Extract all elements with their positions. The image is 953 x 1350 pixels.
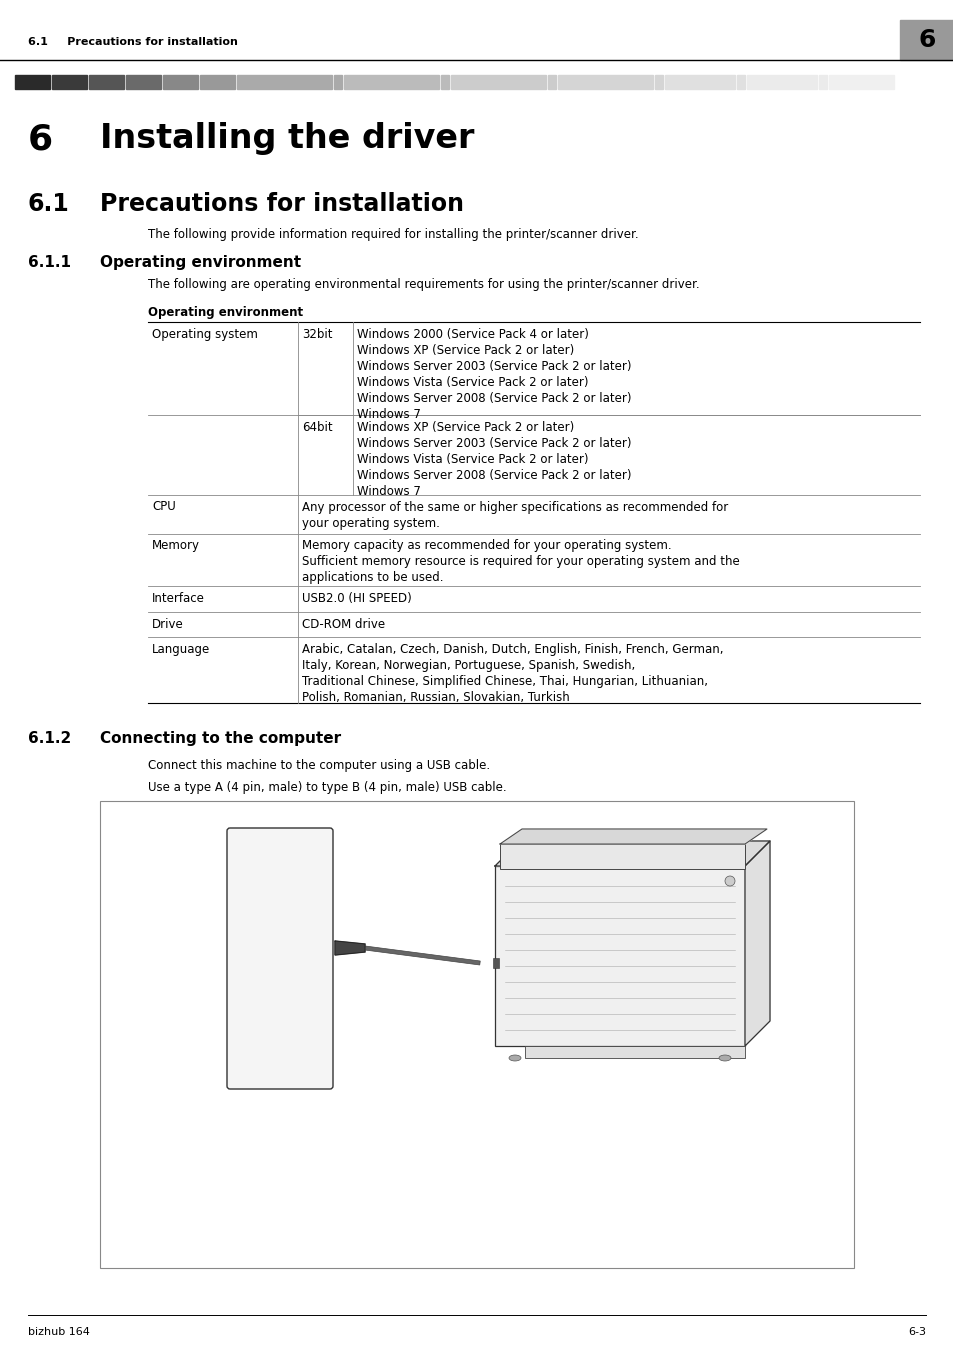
Text: Memory: Memory	[152, 540, 200, 552]
Text: The following are operating environmental requirements for using the printer/sca: The following are operating environmenta…	[148, 278, 699, 292]
Text: The following provide information required for installing the printer/scanner dr: The following provide information requir…	[148, 228, 638, 242]
Bar	[344, 76, 438, 89]
Text: Connecting to the computer: Connecting to the computer	[100, 730, 341, 747]
Polygon shape	[495, 841, 769, 865]
Bar	[495, 865, 744, 1046]
Bar	[312, 927, 322, 936]
Bar	[493, 958, 498, 968]
Text: CPU: CPU	[152, 501, 175, 513]
Bar	[15, 76, 50, 89]
Bar	[547, 76, 556, 89]
Polygon shape	[335, 941, 365, 954]
Text: Interface: Interface	[152, 593, 205, 605]
Bar	[746, 76, 816, 89]
Text: Drive: Drive	[152, 617, 184, 630]
Text: Connect this machine to the computer using a USB cable.: Connect this machine to the computer usi…	[148, 759, 490, 772]
Bar	[89, 76, 124, 89]
Ellipse shape	[509, 1054, 520, 1061]
Text: Use a type A (4 pin, male) to type B (4 pin, male) USB cable.: Use a type A (4 pin, male) to type B (4 …	[148, 782, 506, 794]
Text: CD-ROM drive: CD-ROM drive	[302, 617, 385, 630]
Text: Memory capacity as recommended for your operating system.
Sufficient memory reso: Memory capacity as recommended for your …	[302, 540, 739, 585]
Text: 6.1.2: 6.1.2	[28, 730, 71, 747]
Text: 6-3: 6-3	[907, 1327, 925, 1336]
Text: Language: Language	[152, 643, 210, 656]
Bar	[100, 801, 853, 1268]
Text: Windows XP (Service Pack 2 or later)
Windows Server 2003 (Service Pack 2 or late: Windows XP (Service Pack 2 or later) Win…	[356, 421, 631, 498]
Bar	[818, 76, 826, 89]
Bar	[899, 20, 953, 59]
Bar	[126, 76, 161, 89]
Text: bizhub 164: bizhub 164	[28, 1327, 90, 1336]
Polygon shape	[744, 841, 769, 1046]
Bar	[163, 76, 198, 89]
Bar	[236, 76, 332, 89]
Bar	[230, 832, 330, 1085]
Bar	[334, 76, 341, 89]
Text: USB2.0 (HI SPEED): USB2.0 (HI SPEED)	[302, 593, 412, 605]
Bar	[52, 76, 87, 89]
Text: Operating system: Operating system	[152, 328, 257, 342]
Text: Windows 2000 (Service Pack 4 or later)
Windows XP (Service Pack 2 or later)
Wind: Windows 2000 (Service Pack 4 or later) W…	[356, 328, 631, 421]
Text: 6.1     Precautions for installation: 6.1 Precautions for installation	[28, 36, 237, 47]
Text: 6.1.1: 6.1.1	[28, 255, 71, 270]
FancyArrow shape	[364, 946, 479, 965]
Bar	[655, 76, 662, 89]
Circle shape	[724, 876, 734, 886]
Text: Operating environment: Operating environment	[148, 306, 303, 319]
Bar	[664, 76, 734, 89]
Polygon shape	[499, 829, 766, 844]
Bar	[440, 76, 449, 89]
Text: Arabic, Catalan, Czech, Danish, Dutch, English, Finish, French, German,
Italy, K: Arabic, Catalan, Czech, Danish, Dutch, E…	[302, 643, 722, 703]
Bar	[558, 76, 652, 89]
Text: 6: 6	[28, 122, 53, 157]
Text: Precautions for installation: Precautions for installation	[100, 192, 463, 216]
Text: 6.1: 6.1	[28, 192, 70, 216]
Text: Installing the driver: Installing the driver	[100, 122, 474, 155]
Ellipse shape	[719, 1054, 730, 1061]
Text: 64bit: 64bit	[302, 421, 333, 433]
Text: 6: 6	[918, 28, 935, 53]
Text: 32bit: 32bit	[302, 328, 333, 342]
Bar	[524, 1046, 744, 1058]
Bar	[828, 76, 893, 89]
Bar	[499, 844, 744, 869]
Bar	[200, 76, 234, 89]
Text: Any processor of the same or higher specifications as recommended for
your opera: Any processor of the same or higher spec…	[302, 501, 727, 529]
Bar	[737, 76, 744, 89]
Bar	[451, 76, 545, 89]
Text: Operating environment: Operating environment	[100, 255, 301, 270]
FancyBboxPatch shape	[227, 828, 333, 1089]
